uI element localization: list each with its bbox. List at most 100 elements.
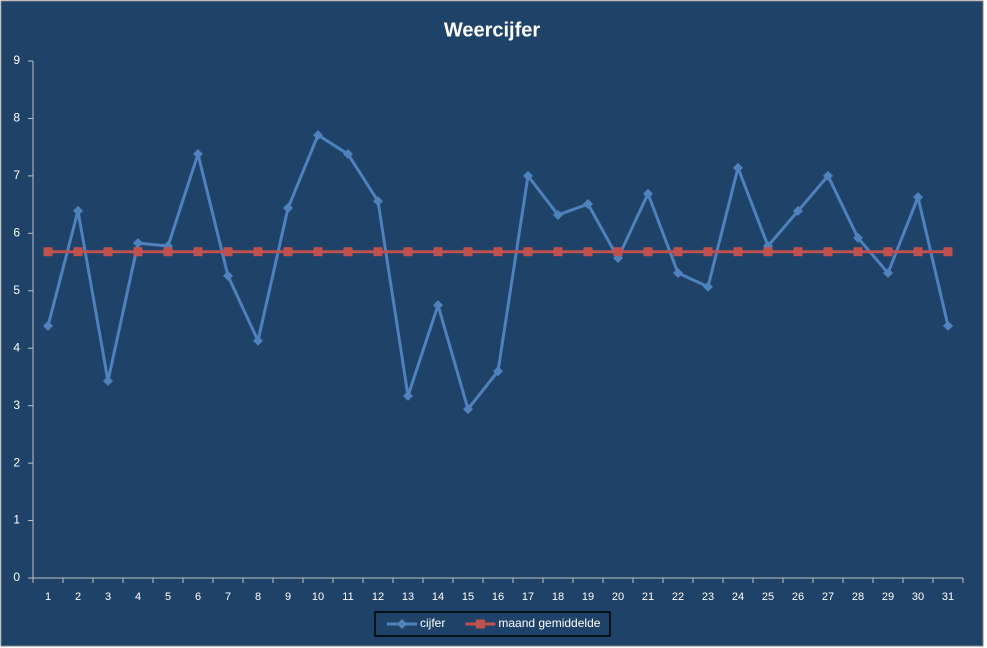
x-tick-label: 30 — [912, 591, 924, 603]
x-tick-label: 11 — [342, 591, 353, 603]
y-tick-label: 9 — [13, 53, 20, 67]
x-tick-label: 21 — [642, 591, 654, 603]
marker — [103, 247, 113, 257]
marker — [613, 247, 623, 257]
marker — [943, 247, 953, 257]
marker — [253, 247, 263, 257]
y-tick-label: 7 — [13, 168, 20, 182]
marker — [913, 247, 923, 257]
y-tick-label: 6 — [13, 226, 20, 240]
legend-box — [374, 611, 611, 637]
marker — [733, 247, 743, 257]
marker — [583, 247, 593, 257]
x-tick-label: 12 — [372, 591, 384, 603]
marker — [193, 149, 203, 160]
marker — [43, 247, 53, 257]
marker — [883, 247, 893, 257]
legend-label: maand gemiddelde — [498, 616, 600, 630]
marker — [283, 247, 293, 257]
x-tick-label: 26 — [792, 591, 804, 603]
marker — [853, 232, 863, 243]
x-tick-label: 6 — [195, 591, 201, 603]
marker — [43, 320, 53, 331]
x-tick-label: 15 — [462, 591, 474, 603]
marker — [523, 170, 533, 181]
marker — [463, 247, 473, 257]
x-tick-label: 17 — [522, 591, 534, 603]
x-tick-label: 16 — [492, 591, 504, 603]
x-tick-label: 23 — [702, 591, 714, 603]
marker — [283, 203, 293, 214]
marker — [397, 619, 407, 629]
marker — [763, 247, 773, 257]
marker — [853, 247, 863, 257]
legend-label: cijfer — [420, 616, 445, 630]
marker — [373, 247, 383, 257]
marker — [703, 281, 713, 292]
marker — [343, 247, 353, 257]
x-tick-label: 1 — [45, 591, 51, 603]
marker — [223, 270, 233, 281]
marker — [793, 205, 803, 216]
marker — [475, 619, 485, 629]
x-tick-label: 7 — [225, 591, 231, 603]
x-tick-label: 25 — [762, 591, 774, 603]
marker — [193, 247, 203, 257]
marker — [943, 320, 953, 331]
chart-title: Weercijfer — [444, 19, 541, 41]
y-tick-label: 2 — [13, 455, 20, 469]
marker — [673, 267, 683, 278]
marker — [523, 247, 533, 257]
x-tick-label: 4 — [135, 591, 141, 603]
marker — [823, 247, 833, 257]
x-tick-label: 9 — [285, 591, 291, 603]
marker — [553, 209, 563, 220]
x-tick-label: 19 — [582, 591, 594, 603]
marker — [703, 247, 713, 257]
marker — [613, 253, 623, 264]
marker — [253, 335, 263, 346]
x-tick-label: 24 — [732, 591, 744, 603]
marker — [103, 375, 113, 386]
marker — [463, 404, 473, 415]
marker — [403, 247, 413, 257]
x-tick-label: 18 — [552, 591, 564, 603]
marker — [553, 247, 563, 257]
marker — [583, 199, 593, 210]
x-tick-label: 29 — [882, 591, 894, 603]
x-tick-label: 3 — [105, 591, 111, 603]
x-tick-label: 31 — [942, 591, 954, 603]
y-tick-label: 0 — [13, 570, 20, 584]
y-tick-label: 1 — [13, 513, 20, 527]
x-tick-label: 14 — [432, 591, 444, 603]
marker — [163, 247, 173, 257]
marker — [643, 247, 653, 257]
marker — [403, 390, 413, 401]
marker — [793, 247, 803, 257]
marker — [493, 247, 503, 257]
marker — [913, 192, 923, 203]
x-tick-label: 5 — [165, 591, 171, 603]
y-tick-label: 5 — [13, 283, 20, 297]
marker — [823, 170, 833, 181]
marker — [733, 162, 743, 173]
marker — [883, 267, 893, 278]
x-tick-label: 13 — [402, 591, 414, 603]
x-tick-label: 22 — [672, 591, 684, 603]
x-tick-label: 28 — [852, 591, 864, 603]
y-tick-label: 8 — [13, 111, 20, 125]
marker — [673, 247, 683, 257]
marker — [73, 247, 83, 257]
marker — [73, 205, 83, 216]
marker — [133, 238, 143, 249]
x-tick-label: 10 — [312, 591, 324, 603]
marker — [313, 247, 323, 257]
marker — [373, 196, 383, 207]
marker — [493, 366, 503, 377]
marker — [343, 149, 353, 160]
marker — [223, 247, 233, 257]
marker — [313, 130, 323, 141]
